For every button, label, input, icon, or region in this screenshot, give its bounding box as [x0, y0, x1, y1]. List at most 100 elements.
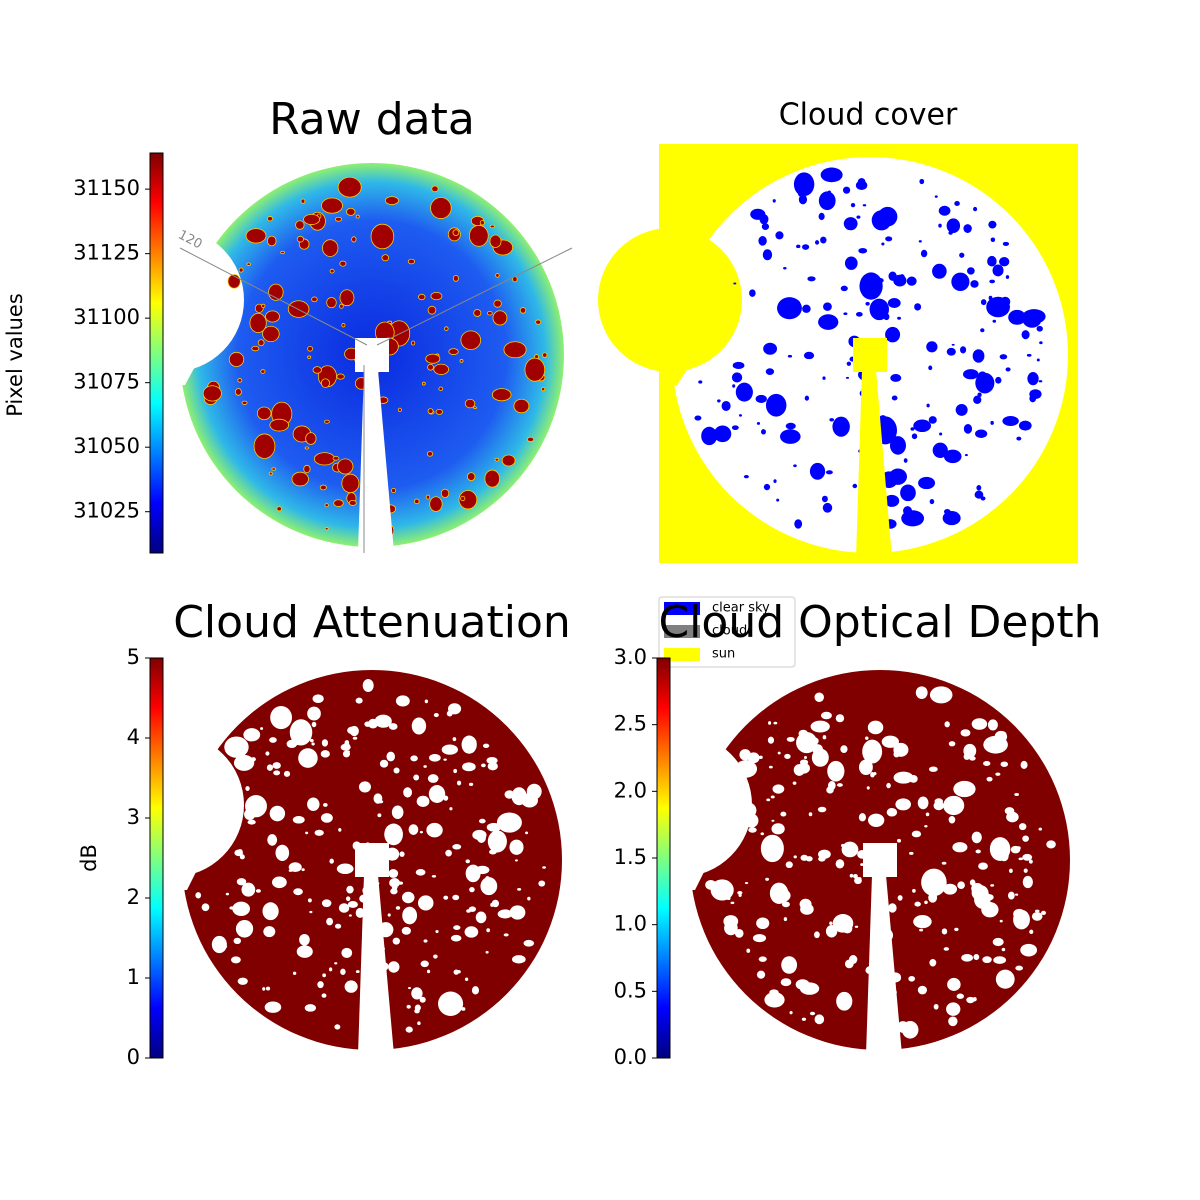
cloud-patch — [876, 278, 884, 283]
cloud-patch — [881, 242, 885, 246]
cloud-patch — [1015, 965, 1023, 971]
cloud-patch — [858, 247, 868, 254]
cloud-patch — [1046, 840, 1056, 849]
cloud-patch — [886, 807, 898, 817]
cloud-patch — [988, 744, 996, 750]
colorbar — [656, 657, 671, 1059]
cloud-patch — [417, 1021, 421, 1026]
cloud-patch — [973, 395, 982, 404]
cloud-patch — [266, 235, 277, 247]
cloud-patch — [338, 828, 342, 832]
colorbar-tick-label: 31075 — [73, 370, 140, 394]
sun-blocker-arm — [358, 875, 394, 1055]
cloud-patch — [840, 745, 848, 754]
cloud-patch — [305, 432, 317, 445]
cloud-patch — [793, 764, 805, 776]
cloud-patch — [928, 766, 938, 772]
cloud-patch — [497, 909, 513, 919]
cloud-patch — [717, 399, 721, 403]
cloud-patch — [999, 256, 1010, 267]
cloud-patch — [384, 823, 403, 846]
cloud-patch — [780, 978, 792, 987]
cloud-patch — [501, 454, 516, 467]
cloud-patch — [446, 710, 453, 717]
cloud-patch — [311, 296, 318, 303]
cloud-patch — [311, 721, 317, 728]
cloud-patch — [265, 310, 280, 323]
image-panel — [100, 670, 562, 1055]
cloud-patch — [888, 468, 907, 485]
cloud-patch — [348, 499, 357, 506]
cloud-patch — [420, 960, 429, 968]
cloud-patch — [296, 945, 313, 958]
cloud-patch — [763, 342, 778, 355]
colorbar-tick-label: 4 — [127, 725, 140, 749]
cloud-patch — [247, 819, 256, 825]
cloud-patch — [975, 849, 981, 854]
cloud-patch — [862, 739, 883, 764]
cloud-patch — [388, 961, 400, 973]
panel-title: Raw data — [269, 94, 475, 145]
cloud-patch — [491, 899, 500, 908]
cloud-patch — [489, 234, 502, 248]
cloud-patch — [850, 203, 856, 208]
cloud-patch — [827, 760, 845, 782]
cloud-patch — [427, 774, 439, 783]
cloud-patch — [738, 414, 743, 417]
cloud-patch — [236, 878, 247, 886]
cloud-patch — [314, 829, 324, 836]
cloud-patch — [322, 239, 339, 257]
cloud-patch — [343, 742, 350, 750]
cloud-patch — [388, 723, 398, 730]
cloud-patch — [1020, 760, 1028, 769]
cloud-patch — [449, 807, 453, 811]
cloud-patch — [1029, 394, 1037, 403]
cloud-patch — [764, 992, 785, 1008]
cloud-patch — [755, 394, 767, 403]
cloud-patch — [379, 759, 389, 768]
cloud-patch — [491, 388, 512, 402]
cloud-patch — [456, 780, 462, 786]
cloud-patch — [974, 890, 991, 909]
cloud-patch — [792, 781, 797, 785]
cloud-patch — [426, 822, 443, 838]
cloud-patch — [389, 878, 401, 888]
cloud-patch — [538, 880, 546, 887]
cloud-patch — [814, 240, 820, 245]
cloud-patch — [328, 967, 333, 972]
cloud-patch — [893, 771, 914, 784]
cloud-patch — [803, 351, 815, 360]
cloud-patch — [527, 436, 535, 443]
cloud-patch — [797, 189, 805, 197]
cloud-patch — [195, 892, 202, 899]
cloud-patch — [897, 895, 903, 901]
sun-blocker-arm — [856, 370, 892, 558]
cloud-patch — [896, 375, 900, 379]
cloud-patch — [253, 813, 257, 817]
cloud-patch — [820, 236, 827, 244]
cloud-patch — [933, 1003, 939, 1010]
cloud-patch — [268, 471, 273, 476]
cloud-patch — [814, 931, 820, 939]
cloud-patch — [458, 490, 478, 510]
cloud-patch — [514, 859, 518, 862]
cloud-patch — [1001, 947, 1006, 952]
cloud-patch — [731, 425, 739, 430]
cloud-patch — [364, 721, 372, 727]
cloud-patch — [771, 888, 791, 903]
cloud-patch — [859, 272, 883, 300]
colorbar-tick-label: 1.5 — [614, 845, 647, 869]
cloud-patch — [732, 384, 736, 388]
cloud-patch — [319, 484, 327, 491]
cloud-patch — [368, 718, 378, 729]
cloud-patch — [820, 167, 843, 183]
cloud-patch — [787, 354, 793, 358]
cloud-patch — [951, 343, 955, 346]
cloud-patch — [913, 419, 932, 433]
cloud-patch — [475, 865, 490, 875]
cloud-patch — [419, 996, 426, 1003]
cloud-patch — [527, 896, 531, 901]
colorbar-tick-label: 2 — [127, 885, 140, 909]
panel-title: Cloud Optical Depth — [658, 597, 1101, 648]
cloud-patch — [486, 928, 491, 933]
